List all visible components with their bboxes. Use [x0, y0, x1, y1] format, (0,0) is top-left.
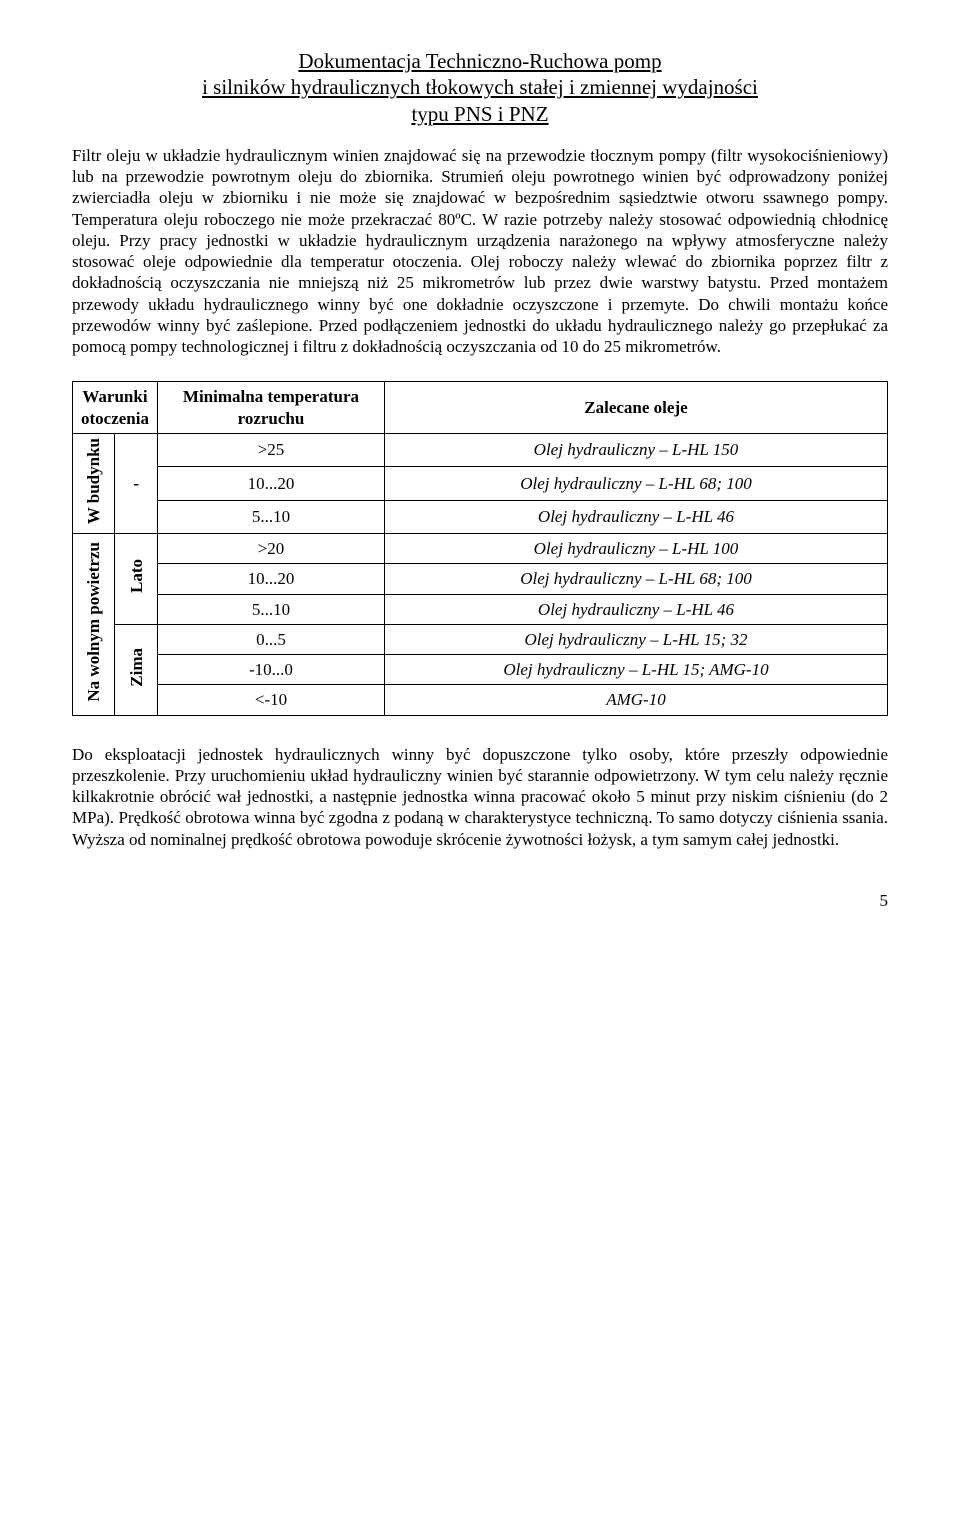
table-row: 10...20 Olej hydrauliczny – L-HL 68; 100: [73, 467, 888, 500]
table-row: <-10 AMG-10: [73, 685, 888, 715]
title-line-3: typu PNS i PNZ: [411, 102, 548, 126]
header-temp: Minimalna temperatura rozruchu: [157, 382, 384, 434]
cell-temp: >25: [157, 433, 384, 466]
group-dash: -: [115, 433, 157, 533]
document-title: Dokumentacja Techniczno-Ruchowa pomp i s…: [72, 48, 888, 127]
table-row: 5...10 Olej hydrauliczny – L-HL 46: [73, 500, 888, 533]
cell-temp: 10...20: [157, 564, 384, 594]
oil-recommendation-table: Warunki otoczenia Minimalna temperatura …: [72, 381, 888, 715]
cell-temp: 5...10: [157, 594, 384, 624]
cell-rec: Olej hydrauliczny – L-HL 15; AMG-10: [384, 655, 887, 685]
group-indoor: W budynku: [73, 433, 115, 533]
cell-rec: Olej hydrauliczny – L-HL 46: [384, 500, 887, 533]
group-summer: Lato: [115, 534, 157, 625]
table-row: Na wolnym powietrzu Lato >20 Olej hydrau…: [73, 534, 888, 564]
paragraph-2: Do eksploatacji jednostek hydraulicznych…: [72, 744, 888, 850]
title-line-1: Dokumentacja Techniczno-Ruchowa pomp: [298, 49, 661, 73]
group-winter-label: Zima: [126, 648, 147, 687]
header-rec: Zalecane oleje: [384, 382, 887, 434]
cell-temp: >20: [157, 534, 384, 564]
table-row: -10...0 Olej hydrauliczny – L-HL 15; AMG…: [73, 655, 888, 685]
table-row: 5...10 Olej hydrauliczny – L-HL 46: [73, 594, 888, 624]
cell-rec: Olej hydrauliczny – L-HL 15; 32: [384, 624, 887, 654]
cell-temp: 5...10: [157, 500, 384, 533]
group-winter: Zima: [115, 624, 157, 715]
cell-temp: -10...0: [157, 655, 384, 685]
cell-rec: Olej hydrauliczny – L-HL 68; 100: [384, 467, 887, 500]
table-row: Zima 0...5 Olej hydrauliczny – L-HL 15; …: [73, 624, 888, 654]
paragraph-1: Filtr oleju w układzie hydraulicznym win…: [72, 145, 888, 358]
table-row: 10...20 Olej hydrauliczny – L-HL 68; 100: [73, 564, 888, 594]
group-outdoor: Na wolnym powietrzu: [73, 534, 115, 716]
group-outdoor-label: Na wolnym powietrzu: [83, 542, 104, 702]
table-header-row: Warunki otoczenia Minimalna temperatura …: [73, 382, 888, 434]
title-line-2: i silników hydraulicznych tłokowych stał…: [202, 75, 758, 99]
cell-temp: 0...5: [157, 624, 384, 654]
group-dash-label: -: [133, 474, 139, 493]
group-summer-label: Lato: [126, 559, 147, 593]
cell-temp: <-10: [157, 685, 384, 715]
cell-rec: Olej hydrauliczny – L-HL 46: [384, 594, 887, 624]
cell-rec: AMG-10: [384, 685, 887, 715]
cell-temp: 10...20: [157, 467, 384, 500]
group-indoor-label: W budynku: [83, 438, 104, 524]
header-conditions: Warunki otoczenia: [73, 382, 158, 434]
cell-rec: Olej hydrauliczny – L-HL 100: [384, 534, 887, 564]
table-row: W budynku - >25 Olej hydrauliczny – L-HL…: [73, 433, 888, 466]
cell-rec: Olej hydrauliczny – L-HL 150: [384, 433, 887, 466]
page-number: 5: [72, 890, 888, 911]
cell-rec: Olej hydrauliczny – L-HL 68; 100: [384, 564, 887, 594]
